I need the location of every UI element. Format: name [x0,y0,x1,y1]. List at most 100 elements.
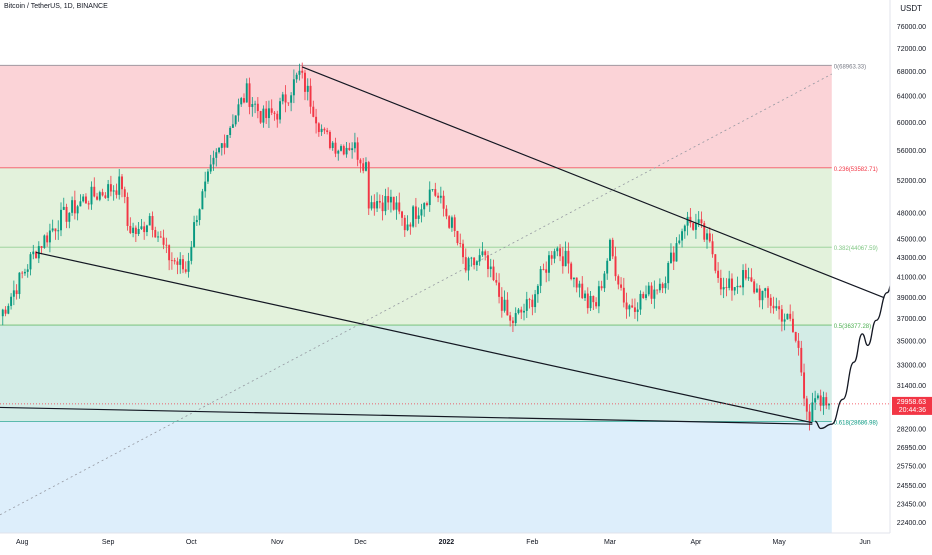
candle-body [805,398,808,412]
price-axis-bg [890,0,932,550]
candle-body [567,250,570,264]
price-tick-10: 41000.00 [897,274,926,281]
candle-body [672,252,675,262]
time-tick-9: May [772,539,786,546]
price-tick-4: 60000.00 [897,120,926,127]
candle-body [157,236,160,238]
candle-body [267,108,270,119]
last-price-value: 29958.63 [897,399,926,406]
candle-body [40,246,43,248]
candle-body [256,103,259,112]
candle-body [26,269,29,272]
candle-body [12,290,15,297]
candle-body [559,248,562,257]
fib-label-3: 0.5(36377.28) [834,324,871,330]
candle-body [215,152,218,158]
candle-body [495,280,498,283]
candle-body [337,150,340,154]
candle-body [514,313,517,324]
candle-body [625,302,628,310]
time-tick-1: Sep [102,539,115,546]
candle-body [778,306,781,310]
candle-body [755,288,758,293]
candle-body [51,228,54,231]
candle-body [62,206,65,210]
candle-body [279,101,282,120]
candle-body [473,257,476,266]
trendline-0[interactable] [301,66,885,299]
candle-body [179,259,182,265]
candle-body [328,131,331,148]
candle-body [87,203,90,205]
candle-body [71,200,74,213]
time-tick-7: Mar [604,539,617,546]
candle-body [581,283,584,299]
candle-body [118,176,121,195]
candle-body [445,208,448,217]
fib-zone-2 [0,325,832,422]
candle-body [772,305,775,309]
time-tick-4: Dec [354,539,367,546]
candle-body [780,309,783,322]
candle-body [212,157,215,165]
candle-body [143,226,146,233]
projection-path[interactable] [814,278,894,430]
time-tick-10: Jun [859,539,870,546]
candle-body [681,231,684,241]
candle-body [304,72,306,92]
candle-body [170,260,173,262]
candle-body [414,206,417,219]
candle-body [168,245,171,261]
price-tick-18: 25750.00 [897,463,926,470]
candle-body [753,281,756,293]
candle-body [742,270,745,288]
candle-body [453,217,456,231]
candle-body [572,277,575,280]
candle-body [93,186,96,197]
candle-body [73,200,76,214]
time-tick-0: Aug [16,539,29,546]
candle-body [653,289,656,299]
trendline-2[interactable] [0,406,813,425]
candle-body [545,269,548,273]
trendline-1[interactable] [35,251,813,424]
candle-body [683,225,686,232]
candle-body [597,286,600,307]
candle-body [234,115,237,125]
candle-body [794,331,797,341]
candle-body [448,216,451,228]
candle-body [193,222,196,247]
candle-body [828,403,830,406]
candle-body [600,286,603,289]
candle-body [262,108,265,123]
candle-body [76,206,79,214]
candle-body [370,202,373,209]
fib-diagonal [0,73,832,516]
candle-body [198,209,201,221]
candle-body [331,142,334,148]
candle-body [628,305,631,310]
candle-body [306,85,309,92]
fib-zone-1 [0,167,832,326]
last-price-countdown: 20:44:36 [899,407,926,414]
candle-body [733,287,736,291]
candle-body [254,103,257,105]
candle-body [298,70,301,75]
candle-body [82,196,85,202]
candle-body [428,189,431,206]
candle-body [531,299,534,308]
candle-body [722,287,725,290]
candle-body [706,233,708,240]
candle-body [229,127,232,135]
candle-body [35,251,38,259]
candle-body [276,113,279,120]
candle-body [467,258,470,271]
candle-body [43,235,46,248]
candle-body [378,201,381,203]
candle-body [137,228,140,234]
candle-body [464,257,467,271]
trendlines [0,66,894,430]
candle-body [822,397,825,406]
